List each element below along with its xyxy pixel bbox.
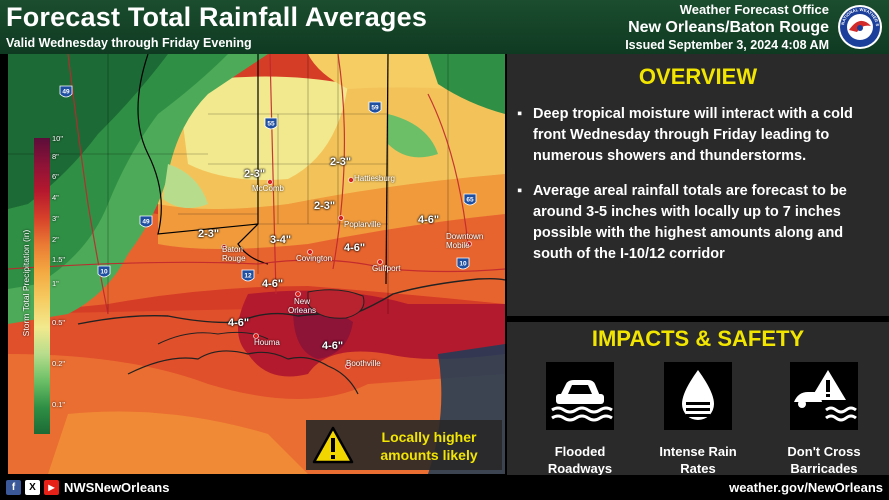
page-subtitle: Valid Wednesday through Friday Evening xyxy=(6,36,252,50)
rainfall-label: 2-3" xyxy=(198,228,220,240)
impact-label-line2: Rates xyxy=(680,461,716,476)
city-label: Downtown Mobile xyxy=(446,232,484,250)
city-dot xyxy=(338,215,344,221)
bullet-marker: ▪ xyxy=(517,183,523,199)
impact-label-line1: Don't Cross xyxy=(787,444,861,459)
rainfall-label: 4-6" xyxy=(418,214,440,226)
legend-tick: 1" xyxy=(52,279,59,289)
callout-line2: amounts likely xyxy=(380,447,478,463)
legend-tick: 8" xyxy=(52,151,59,161)
overview-title: OVERVIEW xyxy=(638,64,758,89)
rainfall-label: 4-6" xyxy=(322,340,344,352)
city-label: Houma xyxy=(254,338,280,347)
city-dot xyxy=(466,241,472,247)
panel-divider xyxy=(507,316,889,322)
highway-shield: 12 xyxy=(244,273,252,280)
city-dot xyxy=(221,244,227,250)
highway-shield: 10 xyxy=(459,261,467,268)
legend-tick: 0.5" xyxy=(52,317,66,327)
social-handle[interactable]: NWSNewOrleans xyxy=(64,480,170,495)
rainfall-label: 3-4" xyxy=(270,234,292,246)
impact-label-line1: Intense Rain xyxy=(659,444,737,459)
overview-bullet: ▪ Average areal rainfall totals are forec… xyxy=(517,181,881,265)
legend-tick: 4" xyxy=(52,193,59,203)
legend-title: Storm Total Precipitation (in) xyxy=(21,229,31,337)
page-title: Forecast Total Rainfall Averages xyxy=(6,2,428,32)
legend-tick: 2" xyxy=(52,234,59,244)
impact-label: Don't Cross Barricades xyxy=(769,443,879,477)
rainfall-label: 2-3" xyxy=(244,168,266,180)
city-dot xyxy=(253,333,259,339)
city-dot xyxy=(377,259,383,265)
overview-bullets: ▪ Deep tropical moisture will interact wi… xyxy=(517,104,881,279)
barricade-icon xyxy=(790,362,858,430)
city-label: McComb xyxy=(252,184,285,193)
city-label: Baton Rouge xyxy=(222,245,246,263)
highway-shield: 49 xyxy=(62,89,70,96)
bullet-marker: ▪ xyxy=(517,106,523,122)
bullet-text: Deep tropical moisture will interact wit… xyxy=(533,106,853,164)
website-link[interactable]: weather.gov/NewOrleans xyxy=(729,480,883,495)
facebook-icon[interactable]: f xyxy=(6,480,21,495)
warning-triangle-icon xyxy=(312,426,354,464)
header-bar: Forecast Total Rainfall Averages Valid W… xyxy=(0,0,889,54)
city-label: Poplarville xyxy=(344,220,381,229)
city-label: Gulfport xyxy=(372,264,401,273)
nws-logo-icon: NATIONAL WEATHER SERVICE xyxy=(837,4,882,49)
youtube-icon[interactable]: ▶ xyxy=(44,480,59,495)
legend-tick: 0.2" xyxy=(52,358,66,368)
impact-flooded-roadways: Flooded Roadways xyxy=(525,362,635,477)
bullet-text: Average areal rainfall totals are foreca… xyxy=(533,183,847,262)
office-line1: Weather Forecast Office xyxy=(679,2,829,17)
legend-color-bar xyxy=(34,138,50,434)
impact-barricades: Don't Cross Barricades xyxy=(769,362,879,477)
info-panel: OVERVIEW ▪ Deep tropical moisture will in… xyxy=(507,54,889,477)
highway-shield: 59 xyxy=(371,105,379,112)
city-label: Boothville xyxy=(346,359,381,368)
city-dot xyxy=(307,249,313,255)
highway-shield: 49 xyxy=(142,219,150,226)
impact-label: Intense Rain Rates xyxy=(643,443,753,477)
impact-label: Flooded Roadways xyxy=(525,443,635,477)
legend-tick: 10" xyxy=(52,134,64,143)
rainfall-label: 4-6" xyxy=(262,278,284,290)
rainfall-label: 4-6" xyxy=(344,242,366,254)
legend-tick: 1.5" xyxy=(52,255,66,265)
office-info: Weather Forecast Office New Orleans/Bato… xyxy=(625,2,829,52)
office-line2: New Orleans/Baton Rouge xyxy=(628,19,829,36)
city-label: Covington xyxy=(296,254,333,263)
highway-shield: 55 xyxy=(267,121,275,128)
impacts-title: IMPACTS & SAFETY xyxy=(591,326,805,351)
rainfall-map: 49 55 59 65 49 10 12 10 McComb Hattiesbu… xyxy=(8,54,505,474)
city-dot xyxy=(345,363,351,369)
rainfall-label: 2-3" xyxy=(314,200,336,212)
raindrop-icon xyxy=(664,362,732,430)
impact-intense-rain: Intense Rain Rates xyxy=(643,362,753,477)
city-dot xyxy=(295,291,301,297)
city-dot xyxy=(348,177,354,183)
highway-shield: 65 xyxy=(466,197,474,204)
impact-label-line1: Flooded xyxy=(554,444,606,459)
city-dot xyxy=(267,179,273,185)
city-label: New Orleans xyxy=(288,297,317,315)
flooded-car-icon xyxy=(546,362,614,430)
overview-bullet: ▪ Deep tropical moisture will interact wi… xyxy=(517,104,881,167)
higher-amounts-callout: Locally higher amounts likely xyxy=(306,420,502,470)
rainfall-map-svg: 49 55 59 65 49 10 12 10 xyxy=(8,54,505,474)
rainfall-label: 2-3" xyxy=(330,156,352,168)
callout-line1: Locally higher xyxy=(381,429,477,445)
legend-tick: 6" xyxy=(52,172,59,182)
impact-label-line2: Roadways xyxy=(547,461,613,476)
city-label: Hattiesburg xyxy=(354,174,395,183)
legend-tick: 3" xyxy=(52,213,59,223)
callout-text: Locally higher amounts likely xyxy=(356,428,502,464)
footer-bar: f X ▶ NWSNewOrleans weather.gov/NewOrlea… xyxy=(0,475,889,500)
x-icon[interactable]: X xyxy=(25,480,40,495)
highway-shield: 10 xyxy=(100,269,108,276)
rainfall-label: 4-6" xyxy=(228,317,250,329)
legend-tick: 0.1" xyxy=(52,400,66,410)
impact-label-line2: Barricades xyxy=(790,461,858,476)
issued-time: Issued September 3, 2024 4:08 AM xyxy=(625,38,829,52)
